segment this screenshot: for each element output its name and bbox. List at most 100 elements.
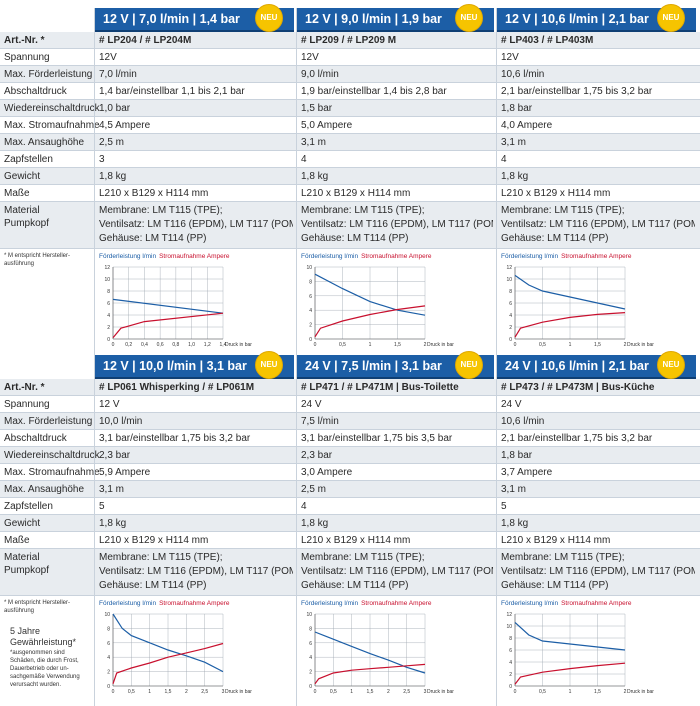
y-tick-label: 6 (309, 641, 312, 647)
warranty-title: Gewährleistung* (10, 637, 77, 647)
y-tick-label: 4 (107, 313, 110, 319)
spec-value: L210 x B129 x H114 mm (99, 535, 209, 546)
footnote: ausführung (4, 608, 35, 614)
x-tick-label: 1 (148, 689, 151, 695)
y-tick-label: 8 (509, 289, 512, 295)
y-tick-label: 10 (306, 265, 312, 271)
x-tick-label: 0 (314, 689, 317, 695)
spec-value: 5,9 Ampere (99, 467, 151, 478)
spec-value: 2,5 m (301, 484, 327, 495)
y-tick-label: 10 (506, 624, 512, 630)
chart-legend: Förderleistung l/min Stromaufnahme Ampere (501, 600, 632, 607)
legend-current: Stromaufnahme Ampere (561, 253, 632, 260)
spec-value: # LP403 / # LP403M (501, 35, 594, 46)
x-tick-label: 0,6 (157, 342, 164, 348)
spec-label: Spannung (4, 52, 50, 63)
spec-value: L210 x B129 x H114 mm (501, 535, 611, 546)
x-tick-label: 0,5 (330, 689, 337, 695)
y-tick-label: 12 (506, 612, 512, 618)
spec-value: 1,8 kg (501, 171, 529, 182)
x-axis-label: Druck in bar (627, 342, 654, 348)
x-axis-label: Druck in bar (427, 689, 454, 695)
current-series-line (112, 642, 224, 684)
flow-series-line (514, 621, 626, 651)
spec-value: # LP473 / # LP473M | Bus-Küche (501, 382, 655, 393)
spec-row: Max. Stromaufnahme 5,9 Ampere 3,0 Ampere 3,… (0, 464, 700, 481)
spec-value: 12V (301, 52, 319, 63)
spec-value: 5 (501, 501, 507, 512)
spec-label: Zapfstellen (4, 154, 53, 165)
product-header-title: 24 V | 10,6 l/min | 2,1 bar (505, 359, 649, 373)
footnote: * M entspricht Hersteller- (4, 253, 71, 259)
flow-series-line (112, 613, 224, 673)
spec-value: 2,3 bar (301, 450, 333, 461)
column-divider (94, 8, 95, 359)
spec-value: Ventilsatz: LM T116 (EPDM), LM T117 (POM… (99, 219, 293, 230)
y-tick-label: 6 (309, 294, 312, 300)
product-header-title: 12 V | 7,0 l/min | 1,4 bar (103, 12, 240, 26)
x-tick-label: 2 (624, 342, 627, 348)
x-tick-label: 0,4 (141, 342, 148, 348)
x-tick-label: 0,5 (539, 342, 546, 348)
spec-value: 2,1 bar/einstellbar 1,75 bis 3,2 bar (501, 433, 653, 444)
x-tick-label: 0 (112, 342, 115, 348)
spec-value: # LP061 Whisperking / # LP061M (99, 382, 255, 393)
spec-value: 5 (99, 501, 105, 512)
spec-value: 1,8 kg (301, 171, 329, 182)
chart-legend: Förderleistung l/min Stromaufnahme Ampere (99, 600, 230, 607)
warranty-title: 5 Jahre (10, 626, 41, 636)
spec-value: Ventilsatz: LM T116 (EPDM), LM T117 (POM… (99, 566, 293, 577)
neu-badge: NEU (455, 4, 483, 32)
spec-label: Art.-Nr. * (4, 382, 45, 393)
flow-series-line (314, 273, 426, 316)
spec-value: 2,1 bar/einstellbar 1,75 bis 3,2 bar (501, 86, 653, 97)
spec-row: Max. Förderleistung 7,0 l/min 9,0 l/min 10,… (0, 66, 700, 83)
chart-legend: Förderleistung l/min Stromaufnahme Ampere (301, 600, 432, 607)
spec-value: Ventilsatz: LM T116 (EPDM), LM T117 (POM… (501, 219, 695, 230)
spec-value: Membrane: LM T115 (TPE); (301, 552, 425, 563)
spec-value: 1,8 kg (301, 518, 329, 529)
y-tick-label: 4 (309, 655, 312, 661)
spec-value: 1,9 bar/einstellbar 1,4 bis 2,8 bar (301, 86, 447, 97)
spec-value: 3,0 Ampere (301, 467, 353, 478)
flow-series-line (514, 274, 626, 310)
y-tick-label: 6 (107, 301, 110, 307)
spec-value: # LP471 / # LP471M | Bus-Toilette (301, 382, 459, 393)
x-tick-label: 0 (514, 342, 517, 348)
y-tick-label: 6 (107, 641, 110, 647)
y-tick-label: 0 (107, 684, 110, 690)
x-tick-label: 1,5 (165, 689, 172, 695)
chart-legend: Förderleistung l/min Stromaufnahme Ampere (501, 253, 632, 260)
x-tick-label: 1 (369, 342, 372, 348)
x-tick-label: 1,2 (204, 342, 211, 348)
spec-value: 1,8 bar (501, 450, 533, 461)
x-tick-label: 3 (222, 689, 225, 695)
spec-value: 1,8 kg (501, 518, 529, 529)
current-series-line (514, 662, 626, 685)
column-divider (496, 8, 497, 359)
y-tick-label: 10 (104, 277, 110, 283)
x-tick-label: 1,0 (188, 342, 195, 348)
spec-row: Max. Förderleistung 10,0 l/min 7,5 l/min 10… (0, 413, 700, 430)
legend-current: Stromaufnahme Ampere (361, 253, 432, 260)
spec-row: Abschaltdruck 1,4 bar/einstellbar 1,1 bis… (0, 83, 700, 100)
y-tick-label: 2 (509, 672, 512, 678)
spec-value: 3,1 m (501, 137, 527, 148)
spec-value: # LP209 / # LP209 M (301, 35, 397, 46)
current-series-line (514, 312, 626, 338)
y-tick-label: 4 (509, 313, 512, 319)
x-axis-label: Druck in bar (627, 689, 654, 695)
x-tick-label: 2 (624, 689, 627, 695)
x-tick-label: 0,8 (172, 342, 179, 348)
x-tick-label: 1,4 (220, 342, 227, 348)
spec-row: Gewicht 1,8 kg 1,8 kg 1,8 kg (0, 515, 700, 532)
spec-value: 12V (501, 52, 519, 63)
spec-row: Maße L210 x B129 x H114 mm L210 x B129 x H… (0, 532, 700, 549)
x-tick-label: 1,5 (394, 342, 401, 348)
spec-row: Spannung 12V 12V 12V (0, 49, 700, 66)
x-tick-label: 0,5 (339, 342, 346, 348)
spec-value: 3,1 m (301, 137, 327, 148)
neu-badge: NEU (255, 351, 283, 379)
y-tick-label: 8 (107, 289, 110, 295)
spec-value: Gehäuse: LM T114 (PP) (301, 233, 409, 244)
